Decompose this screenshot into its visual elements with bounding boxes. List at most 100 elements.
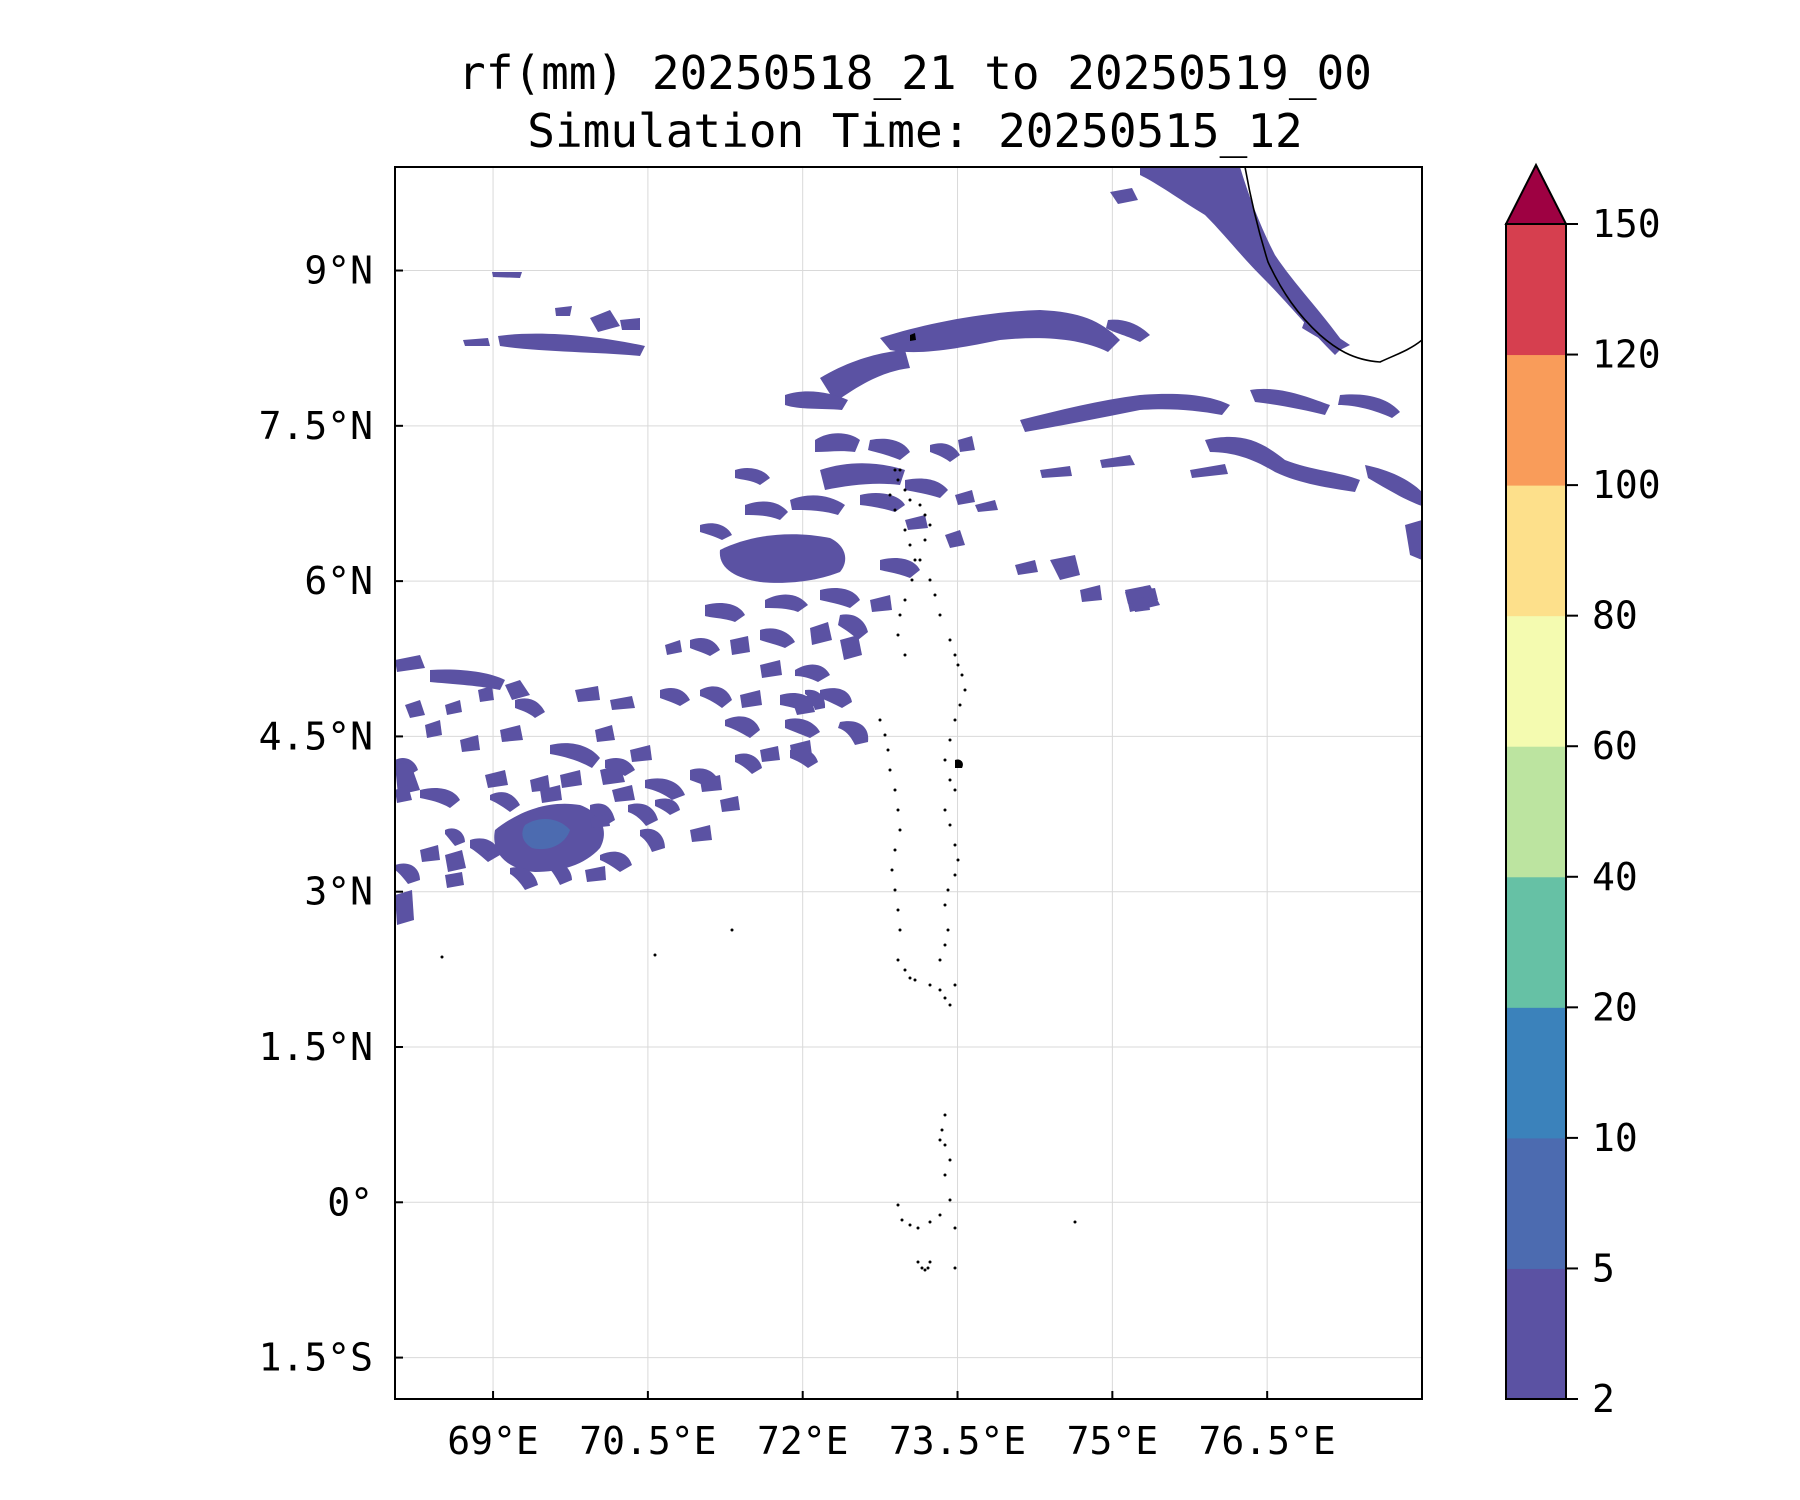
island-dot xyxy=(896,478,900,482)
colorbar-segment xyxy=(1506,1007,1566,1139)
island-dot xyxy=(896,958,900,962)
colorbar-tick-label: 5 xyxy=(1592,1246,1615,1290)
colorbar-segment xyxy=(1506,876,1566,1008)
island-dot xyxy=(933,593,937,597)
rain-cell xyxy=(463,338,490,346)
rain-cell xyxy=(492,272,522,278)
colorbar-segment xyxy=(1506,1268,1566,1400)
x-tick-label: 76.5°E xyxy=(1199,1419,1336,1463)
island-dot xyxy=(953,653,957,657)
island-dot xyxy=(898,928,902,932)
rain-cell xyxy=(838,614,868,640)
colorbar-tick-label: 100 xyxy=(1592,463,1661,507)
island-dot xyxy=(948,1003,952,1007)
island-dot xyxy=(896,808,900,812)
x-tick-label: 69°E xyxy=(447,1419,539,1463)
rain-cell xyxy=(958,436,975,452)
island-dot xyxy=(953,1226,957,1230)
island-dot xyxy=(908,1223,912,1227)
island-dot xyxy=(886,748,890,752)
island xyxy=(955,759,963,768)
rain-cell xyxy=(665,640,682,655)
rain-cell xyxy=(420,845,440,862)
island-dot xyxy=(943,1143,947,1147)
rain-cell xyxy=(560,770,582,788)
island-dot xyxy=(896,1203,900,1207)
rain-cluster-central xyxy=(719,534,846,583)
island-dot xyxy=(888,493,892,497)
colorbar-tick-label: 2 xyxy=(1592,1377,1615,1421)
map-title: rf(mm) 20250518_21 to 20250519_00 Simula… xyxy=(395,44,1435,160)
island-dot xyxy=(923,513,927,517)
island-dot xyxy=(938,958,942,962)
island-dot xyxy=(890,868,894,872)
rain-cell xyxy=(785,718,820,738)
island-dot xyxy=(928,983,932,987)
island-dot xyxy=(963,688,967,692)
rain-cell xyxy=(760,660,782,678)
rain-cell xyxy=(700,775,722,792)
y-tick-label: 7.5°N xyxy=(259,404,373,448)
rain-cell xyxy=(785,391,848,410)
island-dot xyxy=(928,578,932,582)
island-dot xyxy=(943,943,947,947)
title-line-2: Simulation Time: 20250515_12 xyxy=(527,104,1303,158)
island-dot xyxy=(910,578,914,582)
rain-cell xyxy=(700,523,732,540)
island-dot xyxy=(908,498,912,502)
island-dot xyxy=(938,1213,942,1217)
colorbar-segment xyxy=(1506,1137,1566,1269)
rain-cell xyxy=(590,814,610,828)
rain-cell xyxy=(720,796,740,812)
island-dot xyxy=(893,508,897,512)
x-tick-label: 72°E xyxy=(757,1419,849,1463)
colorbar-segment xyxy=(1506,615,1566,747)
island-dot xyxy=(938,613,942,617)
rain-band-north-2 xyxy=(820,350,910,402)
island-dot xyxy=(953,718,957,722)
colorbar-tick-label: 120 xyxy=(1592,333,1661,377)
island-dot xyxy=(943,1173,947,1177)
rain-cell xyxy=(1100,455,1135,468)
colorbar-tick-label: 10 xyxy=(1592,1116,1638,1160)
island-dot xyxy=(943,996,947,1000)
map-frame xyxy=(394,166,1423,1400)
colorbar-segment xyxy=(1506,224,1566,356)
colorbar-tick-label: 60 xyxy=(1592,724,1638,768)
island-dot xyxy=(940,1128,944,1132)
island-dot xyxy=(946,888,950,892)
rain-cell xyxy=(870,595,892,612)
colorbar-segment xyxy=(1506,354,1566,486)
rain-cell xyxy=(860,493,905,512)
rain-cell xyxy=(430,669,505,690)
island-dot xyxy=(960,673,964,677)
rain-band-mid-east xyxy=(1250,388,1330,415)
rain-cell xyxy=(880,558,920,578)
rain-cell xyxy=(395,890,414,925)
rain-cell xyxy=(735,753,762,774)
island-dot xyxy=(440,955,444,959)
rain-cell xyxy=(640,828,665,852)
island-dot xyxy=(893,888,897,892)
island-dot xyxy=(948,823,952,827)
island-dot xyxy=(893,848,897,852)
island-dot xyxy=(878,718,882,722)
rain-cell xyxy=(725,716,760,738)
y-axis-ticks: 9°N 7.5°N 6°N 4.5°N 3°N 1.5°N 0° 1.5°S xyxy=(259,249,403,1380)
rain-cell xyxy=(745,501,788,520)
rain-cell xyxy=(1040,466,1072,478)
colorbar-extend-arrow xyxy=(1504,162,1568,225)
rain-cell xyxy=(425,720,442,738)
island xyxy=(910,333,916,341)
rain-cell xyxy=(1302,320,1350,350)
rain-cluster-central-2 xyxy=(820,463,905,490)
island-dot xyxy=(928,1220,932,1224)
rain-cell xyxy=(790,495,845,515)
rain-band-mid xyxy=(1020,393,1230,432)
maldives-atolls xyxy=(440,333,1077,1272)
y-tick-label: 1.5°S xyxy=(259,1336,373,1380)
rain-cell xyxy=(820,588,860,608)
rain-cell xyxy=(420,788,460,808)
rain-cell xyxy=(540,785,562,803)
